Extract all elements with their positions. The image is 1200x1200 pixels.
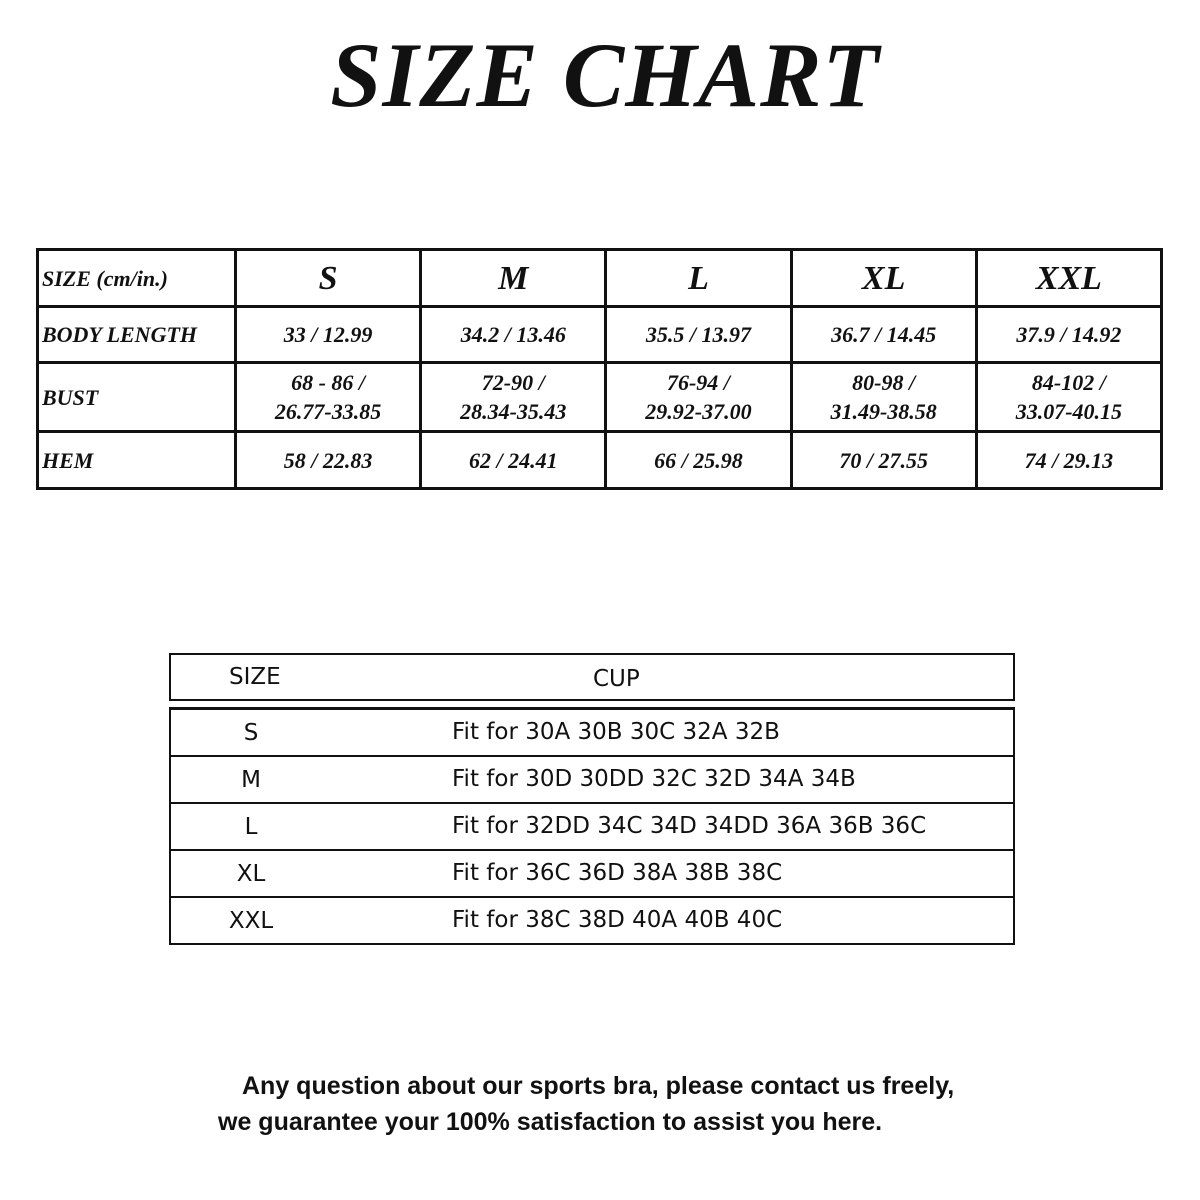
- cell: 76-94 / 29.92-37.00: [604, 361, 793, 433]
- cup-cell: Fit for 32DD 34C 34D 34DD 36A 36B 36C: [452, 813, 927, 839]
- size-header: XL: [789, 248, 978, 308]
- size-header: M: [419, 248, 608, 308]
- size-header: S: [233, 248, 423, 308]
- table-row: XXL Fit for 38C 38D 40A 40B 40C: [171, 898, 1013, 943]
- cell: 72-90 / 28.34-35.43: [419, 361, 608, 433]
- cell-line: 26.77-33.85: [274, 399, 382, 424]
- cell-line: 72-90 /: [481, 370, 545, 395]
- row-label: HEM: [36, 430, 237, 490]
- cup-cell: Fit for 38C 38D 40A 40B 40C: [452, 907, 783, 933]
- cell: 36.7 / 14.45: [789, 305, 978, 364]
- size-cell: S: [243, 720, 259, 746]
- size-header: L: [604, 248, 793, 308]
- footer-line-2: we guarantee your 100% satisfaction to a…: [218, 1108, 883, 1136]
- header-row: SIZE (cm/in.) S M L XL XXL: [36, 248, 1164, 308]
- footer-line-1: Any question about our sports bra, pleas…: [242, 1072, 955, 1100]
- cell: 33 / 12.99: [233, 305, 423, 364]
- size-cell: XL: [236, 861, 266, 887]
- cell-line: 29.92-37.00: [645, 399, 752, 424]
- cell: 74 / 29.13: [974, 430, 1164, 490]
- cell: 68 - 86 / 26.77-33.85: [233, 361, 423, 433]
- cup-cell: Fit for 30D 30DD 32C 32D 34A 34B: [452, 766, 856, 792]
- size-cell: XXL: [228, 908, 274, 934]
- cell: 62 / 24.41: [419, 430, 608, 490]
- cell-line: 31.49-38.58: [830, 399, 937, 424]
- size-cell: L: [244, 814, 258, 840]
- cup-cell: Fit for 36C 36D 38A 38B 38C: [452, 860, 783, 886]
- cell: 35.5 / 13.97: [604, 305, 793, 364]
- size-cell: M: [241, 767, 261, 793]
- cup-cell: Fit for 30A 30B 30C 32A 32B: [452, 719, 780, 745]
- cup-column-header: CUP: [593, 666, 640, 692]
- cell: 58 / 22.83: [233, 430, 423, 490]
- size-unit-header: SIZE (cm/in.): [36, 248, 237, 308]
- cell-line: 76-94 /: [666, 370, 730, 395]
- table-row: BODY LENGTH 33 / 12.99 34.2 / 13.46 35.5…: [36, 305, 1164, 364]
- cell: 84-102 / 33.07-40.15: [974, 361, 1164, 433]
- cell: 34.2 / 13.46: [419, 305, 608, 364]
- cell: 70 / 27.55: [789, 430, 978, 490]
- size-column-header: SIZE: [229, 664, 281, 690]
- cell: 37.9 / 14.92: [974, 305, 1164, 364]
- cell-line: 80-98 /: [852, 370, 916, 395]
- row-label: BODY LENGTH: [36, 305, 237, 364]
- table-row: HEM 58 / 22.83 62 / 24.41 66 / 25.98 70 …: [36, 430, 1164, 490]
- cell-line: 68 - 86 /: [291, 370, 366, 395]
- table-row: M Fit for 30D 30DD 32C 32D 34A 34B: [171, 757, 1013, 804]
- row-label: BUST: [36, 361, 237, 433]
- table-row: L Fit for 32DD 34C 34D 34DD 36A 36B 36C: [171, 804, 1013, 851]
- measurement-table: SIZE (cm/in.) S M L XL XXL BODY LENGTH 3…: [36, 248, 1164, 490]
- table-row: S Fit for 30A 30B 30C 32A 32B: [171, 710, 1013, 757]
- table-row: XL Fit for 36C 36D 38A 38B 38C: [171, 851, 1013, 898]
- page-title: SIZE CHART: [330, 24, 880, 126]
- cup-table-header: SIZE CUP: [169, 653, 1015, 701]
- cup-table: S Fit for 30A 30B 30C 32A 32B M Fit for 30…: [169, 707, 1015, 945]
- cell: 66 / 25.98: [604, 430, 793, 490]
- cell-line: 33.07-40.15: [1015, 399, 1123, 424]
- table-row: BUST 68 - 86 / 26.77-33.85 72-90 / 28.34-3…: [36, 361, 1164, 433]
- cell: 80-98 / 31.49-38.58: [789, 361, 978, 433]
- size-header: XXL: [974, 248, 1164, 308]
- cell-line: 84-102 /: [1031, 370, 1106, 395]
- cell-line: 28.34-35.43: [460, 399, 567, 424]
